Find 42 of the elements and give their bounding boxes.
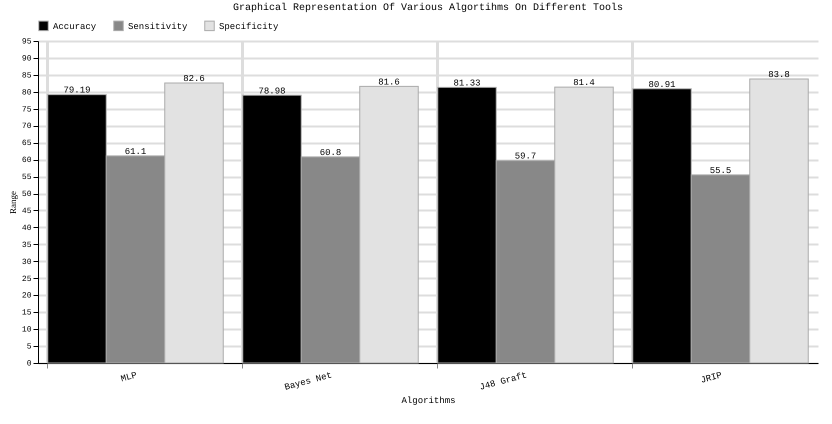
y-tick-label: 5 (26, 342, 32, 352)
y-tick-label: 80 (22, 88, 32, 98)
data-label: 80.91 (648, 80, 676, 90)
data-label: 61.1 (124, 146, 146, 157)
legend-label: Specificity (219, 22, 280, 32)
data-label: 60.8 (320, 148, 342, 158)
y-tick-label: 95 (22, 38, 32, 46)
data-label: 81.4 (573, 78, 595, 88)
y-tick-label: 60 (22, 156, 32, 166)
y-axis-title: Range (8, 191, 18, 214)
x-axis-title: Algorithms (401, 396, 456, 406)
y-tick-label: 20 (22, 292, 32, 301)
y-tick-label: 65 (22, 139, 32, 148)
data-label: 78.98 (258, 86, 286, 96)
x-tick-label: JRIP (700, 370, 724, 386)
y-tick-label: 85 (22, 71, 32, 80)
y-tick-label: 75 (22, 105, 32, 114)
y-tick-label: 0 (26, 360, 32, 368)
data-label: 82.6 (183, 74, 205, 84)
y-tick-label: 40 (22, 224, 32, 233)
y-tick-label: 25 (22, 274, 32, 284)
data-label: 83.8 (768, 70, 790, 80)
data-label: 79.19 (63, 86, 91, 96)
y-tick-label: 30 (22, 258, 32, 267)
y-tick-label: 70 (22, 122, 32, 132)
y-tick-label: 50 (22, 190, 32, 200)
y-tick-label: 15 (22, 308, 32, 318)
x-tick-label: Bayes Net (284, 370, 334, 393)
data-label: 81.33 (453, 78, 481, 88)
legend-label: Sensitivity (128, 22, 188, 32)
chart-title: Graphical Representation Of Various Algortihms On Different Tools (232, 2, 624, 14)
y-tick-label: 90 (22, 54, 32, 64)
x-tick-label: MLP (120, 370, 138, 384)
legend-label: Accuracy (53, 22, 97, 32)
y-tick-label: 35 (22, 240, 32, 250)
x-tick-label: J48 Graft (478, 370, 528, 393)
y-tick-label: 55 (22, 173, 32, 182)
data-label: 59.7 (514, 152, 536, 162)
y-tick-label: 10 (22, 326, 32, 335)
y-tick-label: 45 (22, 206, 32, 216)
data-label: 81.6 (378, 77, 400, 88)
data-label: 55.5 (710, 166, 732, 176)
